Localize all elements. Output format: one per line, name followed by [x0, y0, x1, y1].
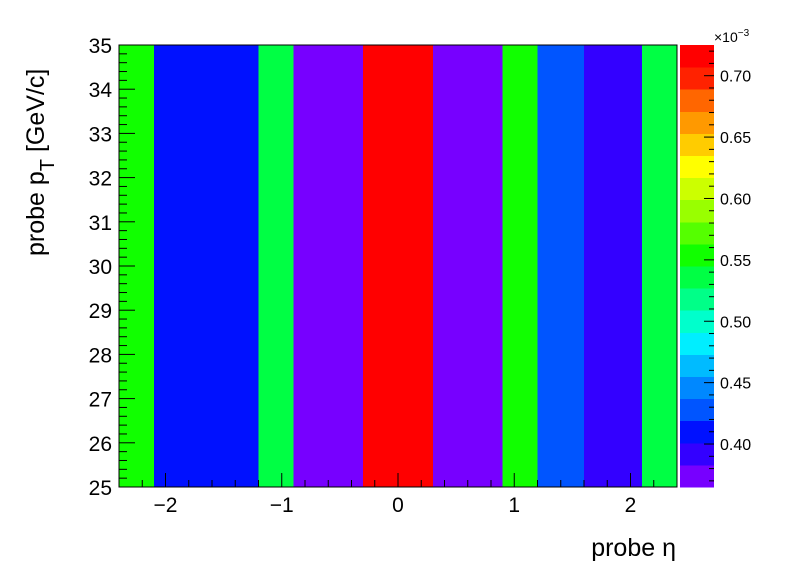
palette-swatch: [680, 67, 714, 90]
palette-tick-label: 0.40: [720, 437, 751, 454]
palette-tick-label: 0.60: [720, 191, 751, 208]
palette-swatch: [680, 464, 714, 488]
y-tick-label: 35: [89, 35, 112, 58]
palette-tick-label: 0.50: [720, 314, 751, 331]
y-tick-label: 34: [89, 79, 113, 102]
y-tick-label: 26: [89, 433, 112, 456]
color-palette: [680, 45, 714, 488]
color-palette-axis: ×10−3 0.40 0.45 0.50 0.55 0.60 0.65 0.70: [704, 28, 751, 482]
palette-swatch: [680, 199, 714, 223]
palette-exponent: ×10−3: [714, 28, 750, 45]
palette-swatch: [680, 221, 714, 245]
palette-swatch: [680, 310, 714, 333]
palette-swatch: [680, 177, 714, 201]
palette-swatch: [680, 420, 714, 444]
y-tick-label: 25: [89, 477, 112, 500]
heatmap-cell: [642, 45, 677, 487]
heatmap-cells: [119, 45, 677, 487]
y-tick-label: 33: [89, 123, 112, 146]
palette-tick-label: 0.55: [720, 253, 751, 270]
palette-swatch: [680, 111, 714, 134]
heatmap-cell: [153, 45, 259, 487]
heatmap-cell: [258, 45, 294, 487]
heatmap-cell: [584, 45, 643, 487]
y-tick-label: 28: [89, 344, 112, 367]
x-axis: −2 −1 0 1 2: [141, 473, 678, 517]
heatmap-cell: [432, 45, 503, 487]
heatmap-cell: [537, 45, 584, 487]
x-tick-label: −1: [270, 494, 294, 517]
palette-swatch: [680, 332, 714, 355]
palette-swatch: [680, 376, 714, 400]
palette-swatch: [680, 288, 714, 311]
heatmap-cell: [293, 45, 364, 487]
y-tick-label: 29: [89, 300, 112, 323]
palette-swatch: [680, 243, 714, 267]
y-axis: 25 26 27 28 29 30 31 32 33 34 35: [89, 35, 135, 500]
x-tick-label: 1: [508, 494, 520, 517]
x-tick-label: −2: [154, 494, 178, 517]
y-tick-label: 30: [89, 256, 112, 279]
x-tick-label: 2: [625, 494, 637, 517]
palette-swatch: [680, 266, 714, 289]
heatmap-cell: [363, 45, 433, 487]
y-axis-title: probe pT [GeV/c]: [22, 69, 59, 256]
palette-swatch: [680, 155, 714, 179]
palette-swatch: [680, 354, 714, 377]
x-axis-title: probe η: [591, 534, 676, 562]
palette-swatch: [680, 398, 714, 422]
palette-tick-label: 0.45: [720, 376, 751, 393]
palette-swatch: [680, 45, 714, 68]
palette-swatch: [680, 442, 714, 466]
y-tick-label: 27: [89, 389, 112, 412]
palette-swatch: [680, 89, 714, 112]
palette-tick-label: 0.70: [720, 69, 751, 86]
x-tick-label: 0: [392, 494, 404, 517]
palette-tick-label: 0.65: [720, 130, 751, 147]
y-tick-label: 32: [89, 168, 112, 191]
palette-swatch: [680, 133, 714, 156]
y-tick-label: 31: [89, 212, 112, 235]
heatmap-cell: [502, 45, 538, 487]
